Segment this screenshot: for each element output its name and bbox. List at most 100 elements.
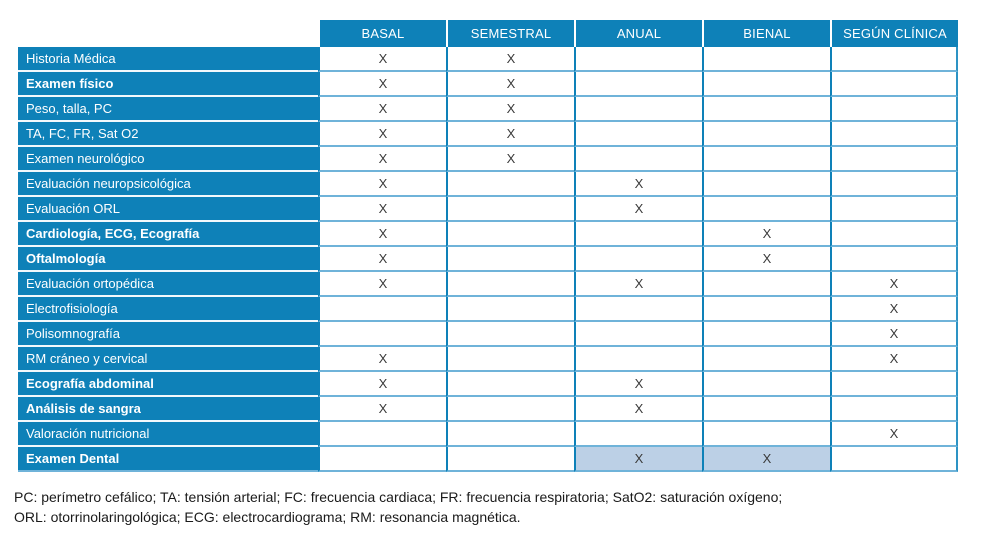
row-label: Cardiología, ECG, Ecografía [18,222,318,247]
mark-cell [574,247,702,272]
mark-cell [830,247,958,272]
mark-cell [446,197,574,222]
mark-cell [702,147,830,172]
mark-cell: X [574,172,702,197]
mark-cell [318,422,446,447]
table-row: Electrofisiología X [18,297,958,322]
mark-cell [702,422,830,447]
mark-cell: X [318,372,446,397]
table-row: Examen Dental X X [18,447,958,472]
mark-cell: X [318,272,446,297]
mark-cell: X [318,47,446,72]
mark-cell: X [318,147,446,172]
footnote-line-1: PC: perímetro cefálico; TA: tensión arte… [14,489,783,505]
mark-cell: X [318,97,446,122]
row-label: Evaluación ortopédica [18,272,318,297]
mark-cell [830,222,958,247]
mark-cell: X [574,272,702,297]
mark-cell [446,422,574,447]
table-row: Ecografía abdominal X X [18,372,958,397]
row-label: Ecografía abdominal [18,372,318,397]
mark-cell [702,322,830,347]
table-row: Historia Médica X X [18,47,958,72]
row-label: Examen Dental [18,447,318,472]
table-row: TA, FC, FR, Sat O2 X X [18,122,958,147]
mark-cell [446,222,574,247]
mark-cell [702,72,830,97]
mark-cell: X [318,247,446,272]
mark-cell [830,372,958,397]
column-header-5: SEGÚN CLÍNICA [830,20,958,47]
mark-cell: X [318,222,446,247]
table-row: Oftalmología X X [18,247,958,272]
mark-cell: X [702,222,830,247]
corner-cell [18,20,318,47]
mark-cell [702,372,830,397]
mark-cell [574,72,702,97]
row-label: Examen neurológico [18,147,318,172]
row-label: Valoración nutricional [18,422,318,447]
row-label: Oftalmología [18,247,318,272]
mark-cell [830,47,958,72]
mark-cell [446,247,574,272]
mark-cell: X [574,447,702,472]
mark-cell [830,197,958,222]
row-label: Análisis de sangra [18,397,318,422]
mark-cell [574,122,702,147]
mark-cell: X [446,47,574,72]
mark-cell [830,147,958,172]
row-label: Historia Médica [18,47,318,72]
mark-cell: X [702,447,830,472]
mark-cell [702,272,830,297]
mark-cell: X [318,197,446,222]
row-label: Peso, talla, PC [18,97,318,122]
table-row: Cardiología, ECG, Ecografía X X [18,222,958,247]
mark-cell [574,147,702,172]
mark-cell: X [446,147,574,172]
mark-cell [702,397,830,422]
mark-cell [446,297,574,322]
mark-cell [446,272,574,297]
table-row: Peso, talla, PC X X [18,97,958,122]
mark-cell [702,197,830,222]
mark-cell: X [830,272,958,297]
row-label: Evaluación ORL [18,197,318,222]
mark-cell [446,372,574,397]
mark-cell [702,122,830,147]
mark-cell: X [830,347,958,372]
table-row: RM cráneo y cervical X X [18,347,958,372]
mark-cell [574,47,702,72]
table-row: Evaluación neuropsicológica X X [18,172,958,197]
mark-cell [830,72,958,97]
mark-cell: X [830,422,958,447]
mark-cell [446,447,574,472]
mark-cell [830,97,958,122]
mark-cell: X [446,97,574,122]
row-label: Examen físico [18,72,318,97]
mark-cell [702,172,830,197]
mark-cell [702,47,830,72]
footnote-line-2: ORL: otorrinolaringológica; ECG: electro… [14,509,521,526]
table-row: Polisomnografía X [18,322,958,347]
mark-cell [318,297,446,322]
mark-cell: X [318,347,446,372]
row-label: Polisomnografía [18,322,318,347]
row-label: Electrofisiología [18,297,318,322]
table-row: Examen neurológico X X [18,147,958,172]
abbreviations-note: PC: perímetro cefálico; TA: tensión arte… [14,487,986,527]
mark-cell [830,397,958,422]
mark-cell: X [318,172,446,197]
mark-cell: X [574,372,702,397]
table-row: Examen físico X X [18,72,958,97]
mark-cell [574,222,702,247]
column-header-4: BIENAL [702,20,830,47]
mark-cell: X [702,247,830,272]
column-header-1: BASAL [318,20,446,47]
mark-cell: X [318,397,446,422]
mark-cell [574,422,702,447]
mark-cell [446,397,574,422]
mark-cell [830,122,958,147]
column-header-2: SEMESTRAL [446,20,574,47]
mark-cell: X [830,297,958,322]
